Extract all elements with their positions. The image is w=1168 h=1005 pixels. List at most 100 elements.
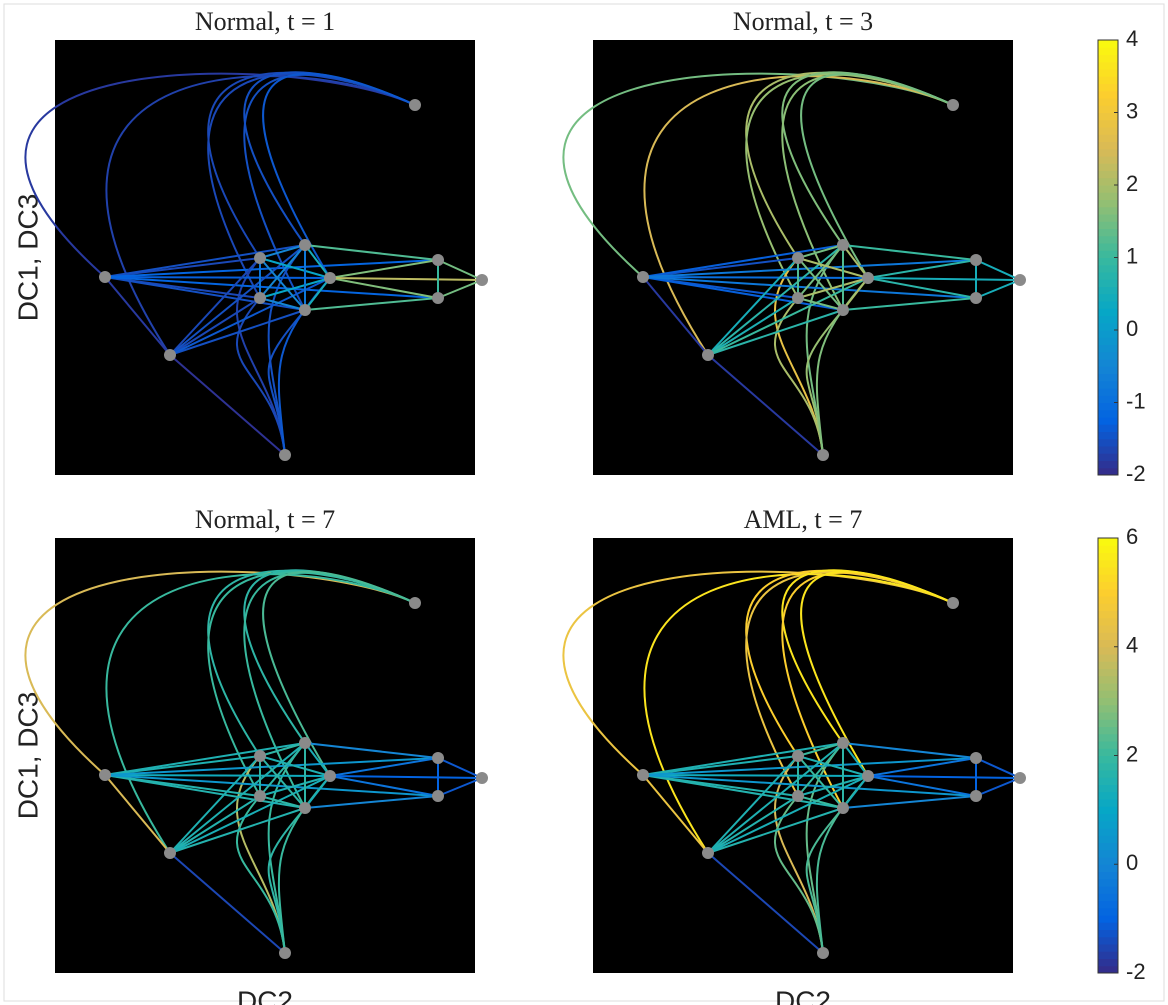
edge — [104, 774, 331, 777]
edge — [169, 755, 261, 854]
edge — [642, 259, 977, 278]
edge — [867, 775, 1021, 779]
edge — [104, 276, 331, 279]
edge — [975, 757, 1021, 779]
edge — [642, 742, 844, 776]
colorbar-segment — [1098, 639, 1118, 648]
colorbar-tick-label: -2 — [1126, 461, 1146, 486]
colorbar-segment — [1098, 625, 1118, 633]
edge — [842, 795, 977, 809]
edge — [259, 244, 306, 259]
colorbar-segment — [1098, 417, 1118, 425]
edge — [707, 742, 844, 854]
colorbar-segment — [1098, 944, 1118, 952]
colorbar-segment — [1098, 206, 1118, 215]
edge — [842, 742, 869, 777]
node — [862, 770, 874, 782]
node — [862, 272, 874, 284]
network — [562, 569, 1026, 959]
colorbar-segment — [1098, 69, 1118, 77]
colorbar-segment — [1098, 257, 1118, 266]
edge — [867, 775, 977, 797]
colorbar-tick-label: 0 — [1126, 850, 1138, 875]
edge — [169, 852, 286, 954]
colorbar-segment — [1098, 965, 1118, 974]
edge — [707, 309, 844, 356]
colorbar-segment — [1098, 61, 1118, 70]
y-axis-label: DC1, DC3 — [12, 692, 43, 820]
colorbar-segment — [1098, 719, 1118, 727]
node — [1014, 772, 1026, 784]
colorbar-segment — [1098, 409, 1118, 418]
edge — [104, 774, 171, 854]
node — [254, 252, 266, 264]
node — [970, 790, 982, 802]
edge — [169, 277, 331, 356]
colorbar-segment — [1098, 163, 1118, 171]
colorbar-segment — [1098, 588, 1118, 597]
edge — [169, 742, 306, 854]
node — [324, 272, 336, 284]
colorbar-segment — [1098, 293, 1118, 302]
edge — [104, 276, 439, 299]
edge — [259, 257, 331, 279]
y-axis-label: DC1, DC3 — [12, 194, 43, 322]
colorbar-segment — [1098, 279, 1118, 287]
edge — [867, 259, 977, 279]
edge — [867, 277, 1021, 281]
colorbar-segment — [1098, 581, 1118, 590]
colorbar-segment — [1098, 228, 1118, 237]
colorbar-segment — [1098, 460, 1118, 469]
colorbar-segment — [1098, 380, 1118, 389]
colorbar-tick-label: 4 — [1126, 633, 1138, 658]
colorbar-tick-label: 6 — [1126, 524, 1138, 549]
edge — [105, 75, 416, 356]
edge — [797, 257, 869, 279]
network — [24, 569, 488, 959]
edge — [562, 570, 954, 776]
edge — [642, 276, 709, 356]
edge — [169, 297, 261, 356]
edge — [842, 277, 869, 311]
edge — [707, 244, 844, 356]
edge — [797, 277, 869, 299]
colorbar-segment — [1098, 704, 1118, 713]
colorbar-segment — [1098, 250, 1118, 258]
colorbar-segment — [1098, 308, 1118, 316]
colorbar-segment — [1098, 690, 1118, 698]
edge — [304, 775, 331, 809]
colorbar-segment — [1098, 733, 1118, 742]
x-axis-label: DC2 — [237, 985, 293, 1005]
edge — [304, 277, 331, 311]
colorbar-segment — [1098, 112, 1118, 121]
colorbar-segment — [1098, 835, 1118, 843]
colorbar-segment — [1098, 545, 1118, 553]
colorbar-segment — [1098, 936, 1118, 945]
edge — [774, 297, 824, 456]
colorbar-segment — [1098, 330, 1118, 338]
colorbar-segment — [1098, 951, 1118, 959]
colorbar-segment — [1098, 596, 1118, 604]
edge — [562, 72, 954, 278]
node — [409, 99, 421, 111]
colorbar-segment — [1098, 221, 1118, 229]
colorbar-segment — [1098, 661, 1118, 669]
edge — [642, 276, 977, 299]
colorbar-segment — [1098, 134, 1118, 142]
edge — [259, 742, 306, 757]
edge — [267, 807, 306, 954]
colorbar-segment — [1098, 806, 1118, 814]
colorbar-segment — [1098, 893, 1118, 901]
node — [432, 790, 444, 802]
colorbar-segment — [1098, 820, 1118, 829]
edge — [642, 774, 709, 854]
edge — [329, 757, 439, 777]
edge — [797, 795, 844, 809]
edge — [104, 276, 306, 311]
colorbar-segment — [1098, 755, 1118, 764]
colorbar-segment — [1098, 770, 1118, 778]
colorbar-segment — [1098, 76, 1118, 84]
colorbar-segment — [1098, 777, 1118, 785]
node — [99, 769, 111, 781]
